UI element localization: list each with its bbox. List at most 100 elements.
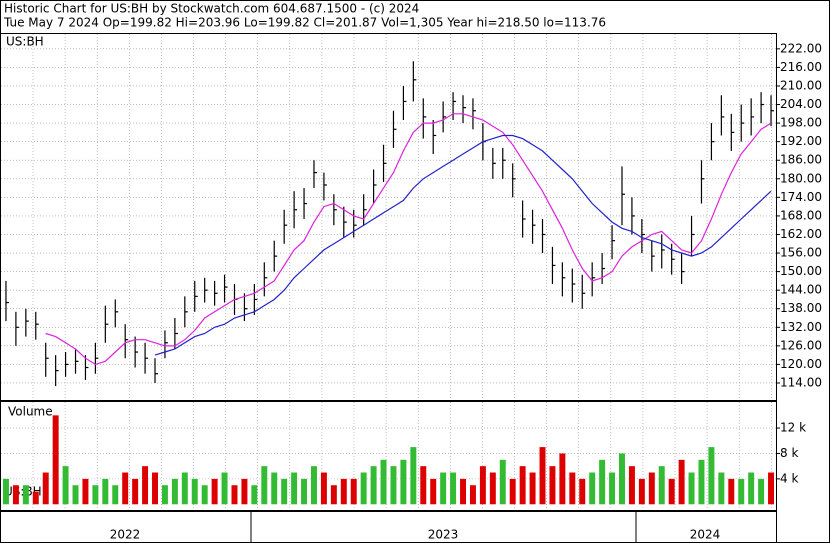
- y-tick-label: 144.00: [780, 283, 822, 297]
- y-tick-label: 168.00: [780, 208, 822, 222]
- volume-bar: [579, 478, 586, 505]
- volume-bar: [479, 466, 486, 505]
- volume-tick-label: 4 k: [780, 471, 798, 485]
- moving-average: [45, 113, 772, 366]
- y-tick-label: 126.00: [780, 338, 822, 352]
- volume-bar: [52, 415, 59, 505]
- volume-bar: [82, 478, 89, 505]
- volume-bar: [201, 485, 208, 505]
- volume-bar: [340, 478, 347, 505]
- volume-bar: [320, 472, 327, 505]
- volume-bar: [301, 478, 308, 505]
- volume-bar: [2, 478, 9, 505]
- symbol-label: US:BH: [6, 35, 44, 49]
- volume-bar: [768, 472, 775, 505]
- volume-bar: [311, 466, 317, 505]
- volume-bar: [638, 478, 645, 505]
- volume-bar: [529, 472, 536, 505]
- year-label: 2023: [428, 528, 459, 542]
- volume-bar: [589, 472, 596, 505]
- volume-bar: [42, 472, 49, 505]
- volume-bar: [142, 466, 149, 505]
- volume-bar: [559, 453, 566, 505]
- volume-bar: [698, 459, 705, 505]
- volume-tick-label: 8 k: [780, 446, 798, 460]
- volume-bar: [410, 447, 417, 505]
- volume-bar: [370, 466, 377, 505]
- volume-bar: [569, 472, 576, 505]
- volume-bar: [350, 478, 357, 505]
- volume-bar: [489, 472, 496, 505]
- volume-bar: [132, 478, 139, 505]
- y-tick-label: 180.00: [780, 171, 822, 185]
- moving-average: [154, 134, 772, 356]
- y-tick-label: 210.00: [780, 78, 822, 92]
- y-tick-label: 192.00: [780, 134, 822, 148]
- y-tick-label: 198.00: [780, 116, 822, 130]
- volume-bar: [330, 485, 337, 505]
- y-tick-label: 120.00: [780, 357, 822, 371]
- volume-bar: [748, 472, 755, 505]
- y-tick-label: 222.00: [780, 41, 822, 55]
- volume-bar: [171, 478, 178, 505]
- volume-bar: [191, 478, 198, 505]
- volume-bar: [390, 466, 397, 505]
- volume-bar: [152, 472, 158, 505]
- volume-bar: [380, 459, 387, 505]
- header-line-1: Historic Chart for US:BH by Stockwatch.c…: [4, 2, 419, 16]
- volume-bar: [291, 472, 298, 505]
- header-line-2: Tue May 7 2024 Op=199.82 Hi=203.96 Lo=19…: [3, 16, 606, 30]
- volume-bar: [708, 447, 715, 505]
- volume-bar: [738, 478, 745, 505]
- volume-bar: [648, 472, 655, 505]
- volume-bar: [32, 491, 39, 505]
- volume-bar: [420, 466, 427, 505]
- year-label: 2022: [110, 528, 141, 542]
- volume-bar: [430, 478, 437, 505]
- price-panel: [0, 33, 777, 401]
- volume-bar: [599, 459, 606, 505]
- volume-bar: [211, 478, 218, 505]
- volume-bar: [678, 459, 685, 505]
- volume-bar: [221, 472, 228, 505]
- volume-bar: [440, 472, 447, 505]
- volume-bar: [62, 466, 69, 505]
- volume-bar: [718, 472, 725, 505]
- volume-bar: [360, 472, 367, 505]
- volume-bar: [509, 478, 516, 505]
- volume-bar: [539, 447, 546, 505]
- volume-bar: [400, 459, 407, 505]
- volume-bar: [231, 485, 238, 505]
- volume-bar: [181, 472, 188, 505]
- y-tick-label: 150.00: [780, 264, 822, 278]
- volume-bar: [668, 478, 675, 505]
- y-tick-label: 114.00: [780, 375, 822, 389]
- volume-bar: [728, 478, 735, 505]
- y-tick-label: 138.00: [780, 301, 822, 315]
- y-tick-label: 174.00: [780, 190, 822, 204]
- volume-bar: [549, 466, 556, 505]
- volume-bar: [92, 485, 99, 505]
- grid: [1, 34, 776, 510]
- y-tick-label: 216.00: [780, 60, 822, 74]
- volume-bar: [241, 478, 248, 505]
- volume-bar: [519, 466, 526, 505]
- volume-panel: [0, 401, 777, 511]
- volume-bar: [261, 466, 268, 505]
- volume-bar: [281, 478, 288, 505]
- volume-bar: [12, 485, 19, 505]
- y-tick-label: 186.00: [780, 153, 822, 167]
- volume-tick-label: 12 k: [780, 421, 806, 435]
- year-label: 2024: [690, 528, 721, 542]
- volume-bar: [112, 485, 119, 505]
- volume-bar: [460, 478, 466, 505]
- volume-bar: [271, 472, 278, 505]
- volume-bar: [72, 485, 79, 505]
- volume-bar: [251, 485, 258, 505]
- volume-bar: [619, 453, 625, 505]
- y-tick-label: 162.00: [780, 227, 822, 241]
- y-tick-label: 132.00: [780, 320, 822, 334]
- volume-bar: [469, 485, 476, 505]
